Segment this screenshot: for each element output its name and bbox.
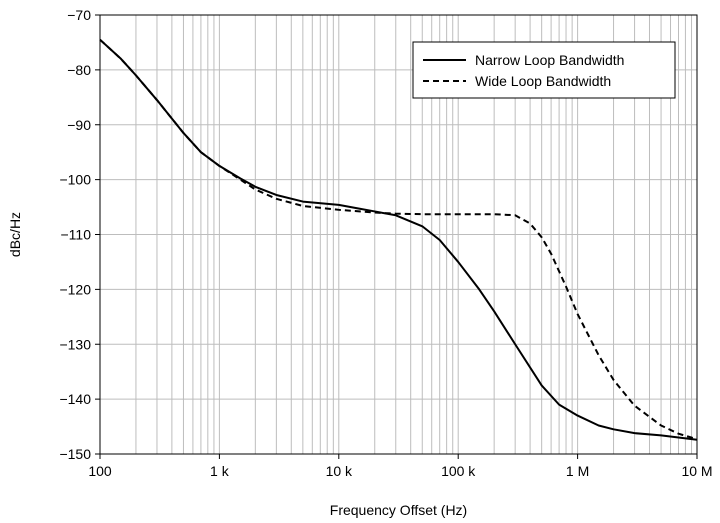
y-tick-label: −80	[67, 62, 91, 78]
y-tick-label: −130	[59, 336, 91, 352]
x-axis-title: Frequency Offset (Hz)	[330, 502, 467, 518]
y-axis-title: dBc/Hz	[7, 212, 23, 257]
legend: Narrow Loop Bandwidth Wide Loop Bandwidt…	[412, 41, 676, 99]
legend-label-narrow: Narrow Loop Bandwidth	[475, 52, 624, 68]
y-tick-label: −120	[59, 281, 91, 297]
y-tick-label: −70	[67, 7, 91, 23]
x-axis-ticks: 100 1 k 10 k 100 k 1 M 10 M	[88, 454, 713, 479]
series-group	[99, 38, 698, 441]
y-tick-label: −90	[67, 117, 91, 133]
y-axis-ticks: −70 −80 −90 −100 −110 −120 −130 −140 −150	[59, 7, 100, 462]
y-tick-label: −150	[59, 446, 91, 462]
x-tick-label: 10 k	[326, 463, 353, 479]
x-tick-label: 100 k	[441, 463, 476, 479]
y-tick-label: −110	[61, 227, 92, 243]
series-line-narrow	[99, 38, 698, 441]
x-tick-label: 1 k	[210, 463, 230, 479]
x-tick-label: 1 M	[566, 463, 589, 479]
legend-label-wide: Wide Loop Bandwidth	[475, 73, 611, 89]
y-tick-label: −140	[59, 391, 91, 407]
legend-box	[412, 41, 676, 99]
x-tick-label: 10 M	[681, 463, 712, 479]
series-line-wide	[99, 38, 698, 441]
x-tick-label: 100	[88, 463, 112, 479]
y-tick-label: −100	[59, 172, 91, 188]
